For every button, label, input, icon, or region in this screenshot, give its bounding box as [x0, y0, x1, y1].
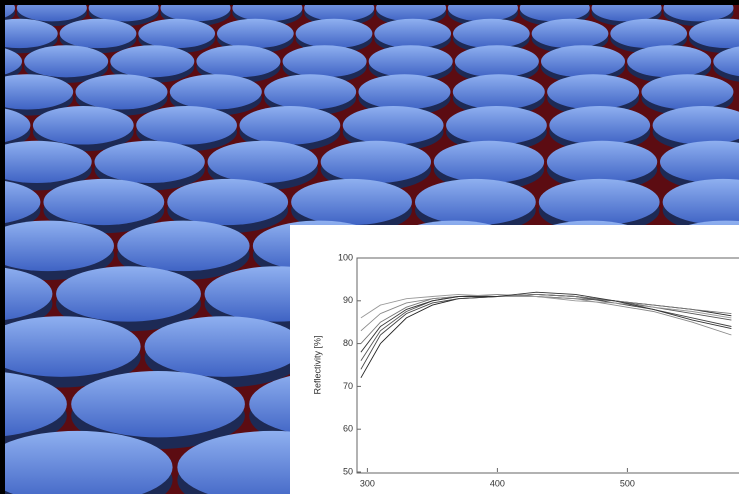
mirror-facet: [453, 74, 545, 109]
mirror-facet: [446, 106, 547, 145]
y-tick-label: 70: [343, 381, 353, 391]
page: Reflectivity [%] 5060708090100300400500 …: [0, 0, 739, 494]
mirror-facet: [547, 74, 639, 109]
mirror-facet: [264, 74, 356, 109]
x-tick-label: 400: [490, 478, 505, 488]
y-tick-label: 50: [343, 466, 353, 476]
x-tick-label: 500: [620, 478, 635, 488]
mirror-facet: [374, 19, 451, 48]
mirror-facet: [641, 74, 733, 109]
mirror-facet: [56, 266, 201, 321]
mirror-facet: [117, 221, 249, 272]
y-tick-label: 60: [343, 424, 353, 434]
mirror-facet: [283, 45, 367, 77]
mirror-facet: [138, 19, 215, 48]
mirror-facet: [549, 106, 650, 145]
mirror-facet: [434, 141, 544, 183]
mirror-facet: [136, 106, 237, 145]
mirror-facet: [453, 19, 530, 48]
mirror-facet: [167, 179, 288, 225]
mirror-facet: [547, 141, 657, 183]
mirror-facet: [321, 141, 431, 183]
mirror-facet: [71, 371, 245, 437]
mirror-facet: [539, 179, 660, 225]
mirror-facet: [291, 179, 412, 225]
mirror-facet: [358, 74, 450, 109]
figure: Reflectivity [%] 50 60 70 80 90 100 300 400 500: [0, 0, 739, 494]
mirror-facet: [415, 179, 536, 225]
mirror-facet: [33, 106, 134, 145]
y-tick-label: 100: [338, 252, 353, 262]
mirror-facet: [239, 106, 340, 145]
mirror-facet: [343, 106, 444, 145]
mirror-facet: [75, 74, 167, 109]
mirror-facet: [94, 141, 204, 183]
x-tick-label: 300: [360, 478, 375, 488]
mirror-facet: [369, 45, 453, 77]
mirror-facet: [196, 45, 280, 77]
mirror-facet: [532, 19, 609, 48]
mirror-facet: [60, 19, 137, 48]
mirror-facet: [217, 19, 294, 48]
mirror-facet: [110, 45, 194, 77]
mirror-facet: [541, 45, 625, 77]
mirror-facet: [296, 19, 373, 48]
mirror-facet: [170, 74, 262, 109]
mirror-facet: [145, 316, 304, 377]
y-tick-label: 90: [343, 295, 353, 305]
mirror-facet: [43, 179, 164, 225]
mirror-facet: [24, 45, 108, 77]
mirror-facet: [208, 141, 318, 183]
y-axis-label: Reflectivity [%]: [312, 335, 322, 394]
mirror-facet: [627, 45, 711, 77]
y-tick-label: 80: [343, 338, 353, 348]
mirror-facet: [455, 45, 539, 77]
mirror-facet: [610, 19, 687, 48]
